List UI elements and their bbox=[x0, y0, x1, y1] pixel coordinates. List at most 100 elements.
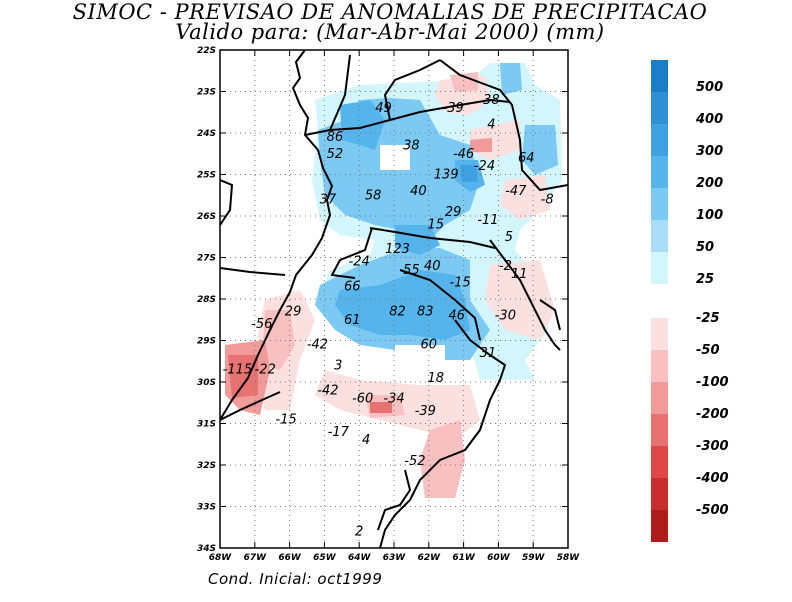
value-label: -22 bbox=[255, 363, 276, 378]
value-label: -15 bbox=[450, 275, 471, 290]
legend-swatch-negative bbox=[651, 382, 668, 414]
map-title: SIMOC - PREVISAO DE ANOMALIAS DE PRECIPI… bbox=[72, 0, 708, 24]
legend-label-negative: -50 bbox=[696, 343, 720, 358]
field-positive-mid-east bbox=[522, 125, 558, 175]
field-gap-3 bbox=[360, 190, 380, 210]
value-label: 58 bbox=[365, 188, 382, 203]
lat-label: 26S bbox=[197, 212, 216, 222]
field-gap-1 bbox=[380, 145, 410, 170]
border-bolivia-north bbox=[329, 54, 351, 131]
longitude-labels: 68W 67W 66W 65W 64W 63W 62W 61W 60W 59W 58W bbox=[209, 553, 581, 563]
border-rio-uruguay bbox=[399, 269, 481, 341]
value-label: 15 bbox=[427, 217, 444, 232]
field-positive-mid-ne bbox=[500, 63, 522, 95]
legend-swatch-negative bbox=[651, 446, 668, 478]
graticule bbox=[220, 50, 568, 548]
value-label: 5 bbox=[505, 230, 513, 245]
legend-label-positive: 200 bbox=[696, 176, 723, 191]
border-southwest bbox=[220, 391, 281, 421]
legend-swatch-positive bbox=[651, 60, 668, 92]
legend-label-negative: -25 bbox=[696, 311, 720, 326]
border-chile-argentina bbox=[220, 50, 334, 421]
value-label: -30 bbox=[495, 309, 516, 324]
anomaly-fields bbox=[225, 63, 562, 498]
legend-swatch-negative bbox=[651, 318, 668, 350]
lon-label: 58W bbox=[557, 553, 581, 563]
lat-label: 23S bbox=[197, 88, 216, 98]
legend-swatch-positive bbox=[651, 220, 668, 252]
legend-swatch-negative bbox=[651, 510, 668, 542]
field-positive-strong-nc bbox=[395, 225, 440, 255]
border-east-coast bbox=[539, 299, 561, 331]
legend-label-negative: -200 bbox=[696, 407, 729, 422]
value-label: -47 bbox=[505, 184, 527, 199]
value-label: 40 bbox=[410, 184, 427, 199]
lon-label: 68W bbox=[209, 553, 233, 563]
value-label: -34 bbox=[383, 392, 404, 407]
lat-label: 24S bbox=[197, 129, 216, 139]
value-label: -2 bbox=[499, 259, 512, 274]
lon-label: 64W bbox=[348, 553, 372, 563]
value-label: -115 bbox=[223, 363, 253, 378]
legend-label-positive: 400 bbox=[695, 112, 723, 127]
lat-label: 25S bbox=[197, 171, 216, 181]
legend-label-positive: 500 bbox=[696, 80, 723, 95]
value-label: 2 bbox=[355, 524, 363, 539]
value-label: 82 bbox=[389, 304, 406, 319]
legend-label-negative: -500 bbox=[696, 503, 729, 518]
map-subtitle: Valido para: (Mar-Abr-Mai 2000) (mm) bbox=[175, 20, 605, 44]
legend-label-negative: -300 bbox=[696, 439, 729, 454]
border-paraguay-bolivia bbox=[383, 59, 441, 121]
lon-label: 63W bbox=[383, 553, 407, 563]
value-label: -39 bbox=[443, 101, 464, 116]
value-label: 55 bbox=[403, 263, 420, 278]
lat-label: 27S bbox=[197, 254, 216, 264]
legend-swatch-negative bbox=[651, 350, 668, 382]
border-west-small bbox=[220, 179, 234, 226]
value-label: 29 bbox=[285, 304, 302, 319]
field-negative-strong-west-core bbox=[228, 355, 258, 398]
value-label: -42 bbox=[317, 383, 338, 398]
border-uruguay bbox=[379, 319, 507, 548]
value-label: -46 bbox=[453, 147, 474, 162]
value-label: 83 bbox=[417, 304, 434, 319]
legend-label-negative: -400 bbox=[696, 471, 729, 486]
value-label: 139 bbox=[434, 168, 459, 183]
value-label: -52 bbox=[404, 454, 425, 469]
value-label: 64 bbox=[518, 151, 535, 166]
value-label: 18 bbox=[427, 371, 444, 386]
legend-swatch-positive bbox=[651, 124, 668, 156]
political-borders bbox=[220, 50, 568, 548]
border-bolivia-argentina bbox=[304, 98, 511, 136]
field-negative-strong-east bbox=[470, 138, 492, 152]
value-label: -39 bbox=[415, 404, 436, 419]
value-label: 4 bbox=[362, 433, 370, 448]
lat-label: 29S bbox=[197, 337, 216, 347]
lon-label: 65W bbox=[313, 553, 337, 563]
lon-label: 59W bbox=[522, 553, 546, 563]
value-label: -24 bbox=[474, 159, 495, 174]
border-parana bbox=[377, 469, 412, 531]
value-label: -24 bbox=[349, 255, 370, 270]
value-label: -56 bbox=[251, 317, 272, 332]
value-label: 38 bbox=[403, 138, 420, 153]
value-label: -11 bbox=[477, 213, 498, 228]
lat-label: 33S bbox=[197, 503, 216, 513]
value-label: 49 bbox=[375, 101, 392, 116]
legend-swatch-negative bbox=[651, 414, 668, 446]
value-label: 31 bbox=[480, 346, 497, 361]
legend-label-positive: 25 bbox=[696, 272, 714, 287]
field-negative-mid-west bbox=[262, 310, 295, 370]
value-label: 86 bbox=[327, 130, 344, 145]
value-label: 29 bbox=[445, 205, 462, 220]
value-label: 52 bbox=[327, 147, 344, 162]
field-negative-strong-south bbox=[370, 402, 392, 413]
value-label: 4 bbox=[487, 118, 495, 133]
value-label: 38 bbox=[483, 93, 500, 108]
lon-label: 67W bbox=[244, 553, 268, 563]
lat-label: 34S bbox=[197, 544, 216, 554]
value-label: 3 bbox=[334, 358, 342, 373]
field-positive-strong-center bbox=[335, 270, 470, 340]
legend-swatch-positive bbox=[651, 188, 668, 220]
